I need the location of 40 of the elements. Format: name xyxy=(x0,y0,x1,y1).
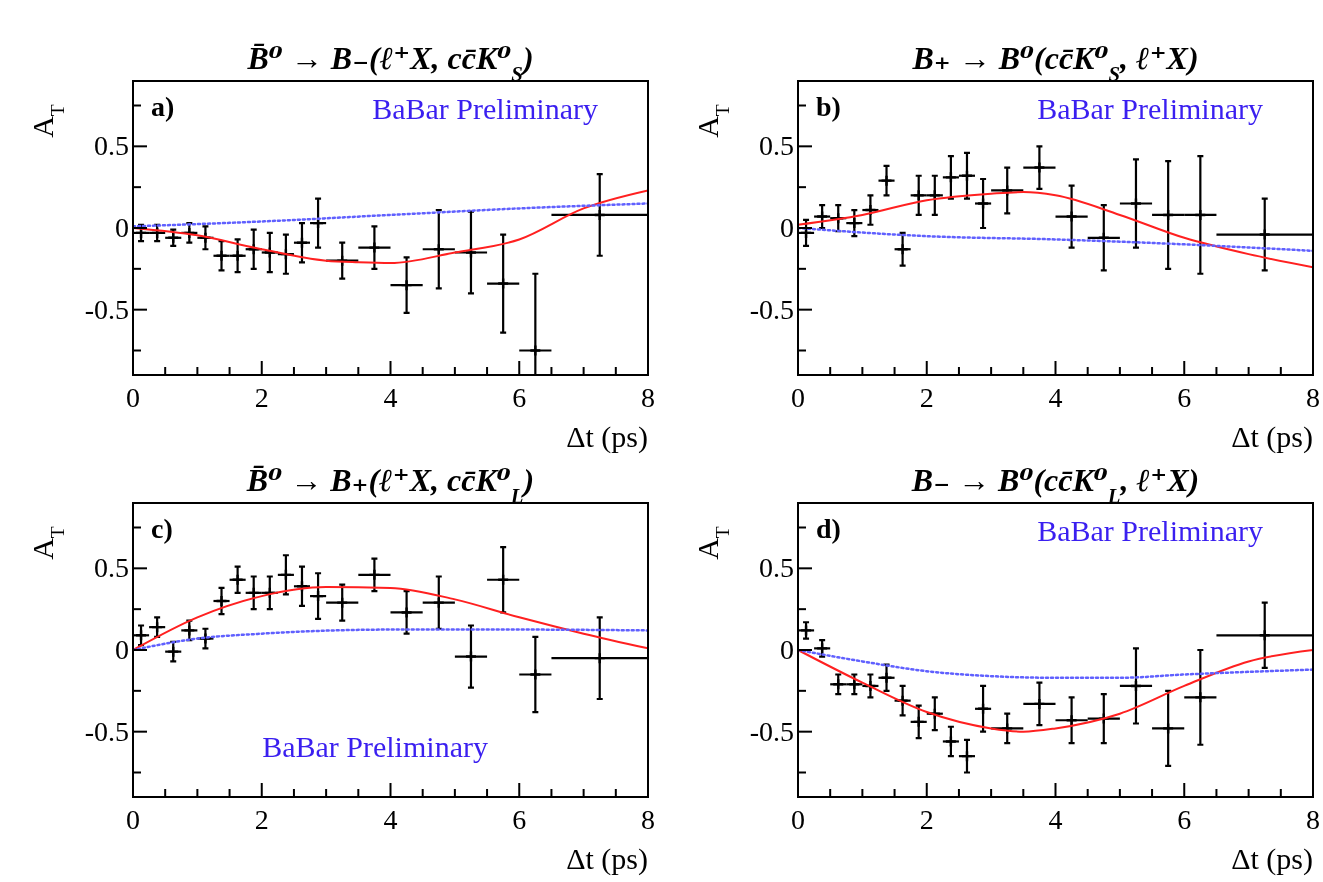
x-tick-label: 2 xyxy=(254,804,269,835)
x-tick-label: 4 xyxy=(383,804,398,835)
annotation: BaBar Preliminary xyxy=(1037,92,1263,125)
y-tick-label: 0 xyxy=(115,634,129,665)
x-tick-label: 2 xyxy=(254,382,269,413)
x-tick-label: 4 xyxy=(383,382,398,413)
annotation: c) xyxy=(151,513,173,544)
x-tick-label: 8 xyxy=(1306,804,1320,835)
y-tick-label: 0 xyxy=(115,212,129,243)
x-axis-title: Δt (ps) xyxy=(1231,842,1313,876)
y-tick-label: 0 xyxy=(780,212,794,243)
x-axis-title: Δt (ps) xyxy=(1231,420,1313,454)
x-tick-label: 4 xyxy=(1048,382,1063,413)
x-tick-label: 6 xyxy=(512,382,527,413)
x-tick-label: 2 xyxy=(919,382,934,413)
y-tick-label: 0 xyxy=(780,634,794,665)
y-tick-label: 0.5 xyxy=(94,552,129,584)
x-tick-label: 4 xyxy=(1048,804,1063,835)
x-tick-label: 8 xyxy=(641,382,655,413)
x-axis-title: Δt (ps) xyxy=(566,842,648,876)
y-tick-label: 0.5 xyxy=(94,130,129,162)
y-tick-label: -0.5 xyxy=(749,293,794,325)
annotation: BaBar Preliminary xyxy=(1037,514,1263,547)
x-tick-label: 6 xyxy=(1177,382,1192,413)
x-tick-label: 8 xyxy=(1306,382,1320,413)
annotation: BaBar Preliminary xyxy=(372,92,598,125)
y-tick-label: -0.5 xyxy=(749,715,794,747)
x-tick-label: 8 xyxy=(641,804,655,835)
y-tick-label: 0.5 xyxy=(759,130,794,162)
annotation: b) xyxy=(816,91,841,122)
annotation: d) xyxy=(816,513,841,544)
y-tick-label: -0.5 xyxy=(84,715,129,747)
x-tick-label: 6 xyxy=(512,804,527,835)
y-tick-label: -0.5 xyxy=(84,293,129,325)
y-tick-label: 0.5 xyxy=(759,552,794,584)
annotation: a) xyxy=(151,91,175,122)
annotation: BaBar Preliminary xyxy=(262,730,488,763)
x-tick-label: 2 xyxy=(919,804,934,835)
x-tick-label: 6 xyxy=(1177,804,1192,835)
x-axis-title: Δt (ps) xyxy=(566,420,648,454)
